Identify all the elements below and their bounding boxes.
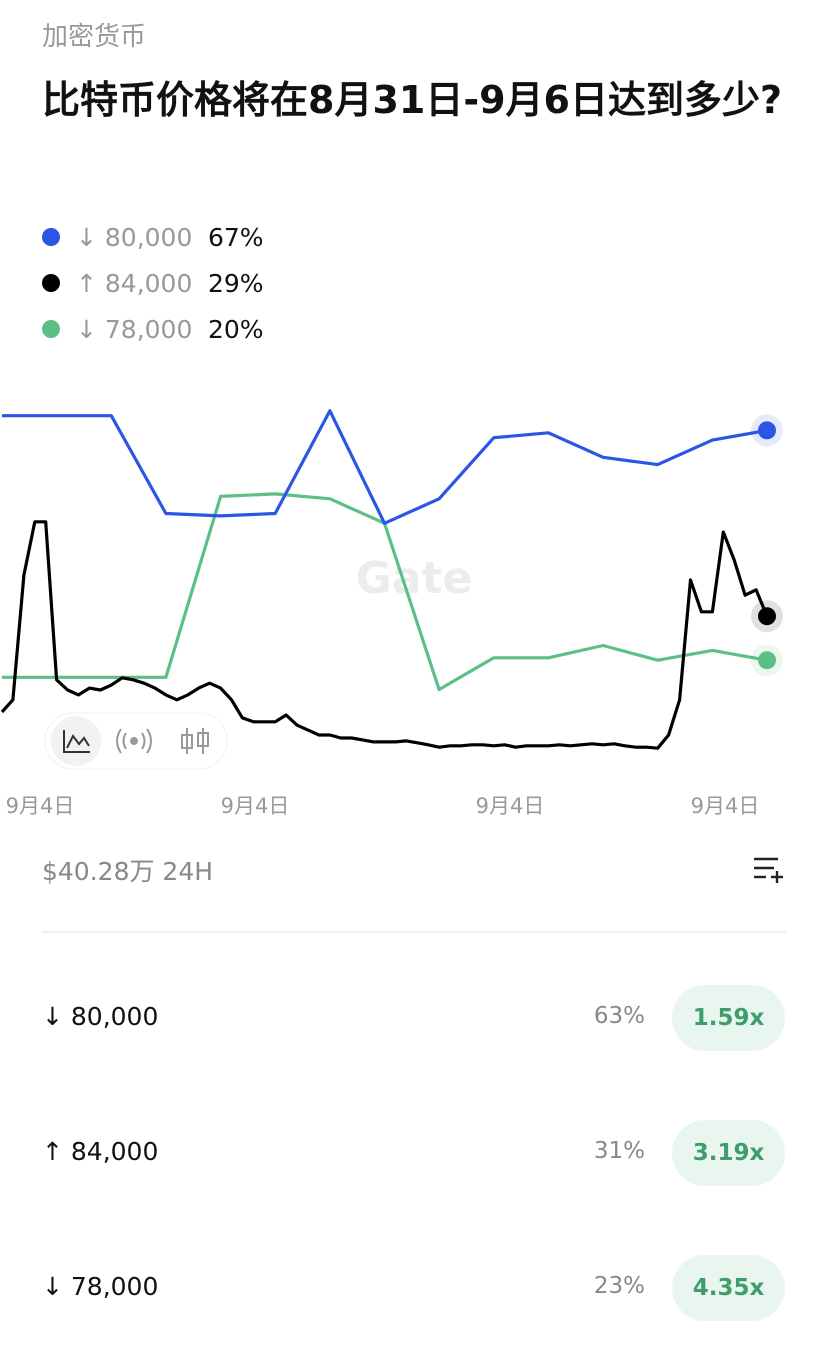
candle-mode-icon[interactable] <box>181 728 209 754</box>
outcome-chance: 31% <box>593 1138 645 1164</box>
line-mode-icon[interactable] <box>63 730 90 753</box>
x-tick-label: 9月4日 <box>6 794 75 818</box>
market-title: 比特币价格将在8月31日-9月6日达到多少? <box>42 78 783 122</box>
legend-value: 29% <box>208 269 264 298</box>
end-dot <box>758 651 776 670</box>
outcome-chance: 23% <box>593 1273 645 1299</box>
category: 加密货币 <box>42 22 147 52</box>
end-dot <box>758 607 776 626</box>
legend-name: ↑ 84,000 <box>76 269 192 298</box>
x-tick-label: 9月4日 <box>221 794 290 818</box>
series-line <box>0 520 769 750</box>
outcome-label: ↓ 80,000 <box>42 1002 159 1031</box>
divider <box>42 931 786 933</box>
series-line <box>2 409 768 525</box>
payout-button[interactable]: 4.35x <box>672 1255 785 1321</box>
icon-part <box>181 728 209 754</box>
outcome-label: ↓ 78,000 <box>42 1272 159 1301</box>
icon-part <box>130 737 138 745</box>
chart: Gate ↓ 80,000 67% ↑ 84,000 29% ↓ 78,000 20% 9月4… <box>0 223 783 818</box>
x-tick-label: 9月4日 <box>476 794 545 818</box>
outcome-label: ↑ 84,000 <box>42 1137 159 1166</box>
payout-button[interactable]: 1.59x <box>672 985 785 1051</box>
outcome-chance: 63% <box>593 1003 645 1029</box>
legend-value: 20% <box>208 315 264 344</box>
legend-dot <box>42 274 60 292</box>
legend-dot <box>42 228 60 246</box>
payout-button[interactable]: 3.19x <box>672 1120 785 1186</box>
legend-name: ↓ 78,000 <box>76 315 192 344</box>
volume: $40.28万 24H <box>42 857 214 886</box>
legend-value: 67% <box>208 223 264 252</box>
legend-dot <box>42 320 60 338</box>
watermark: Gate <box>356 553 473 604</box>
live-mode-icon[interactable] <box>116 728 152 754</box>
filter-icon[interactable] <box>752 855 786 883</box>
icon-part <box>116 728 152 754</box>
legend-name: ↓ 80,000 <box>76 223 192 252</box>
end-dot <box>758 421 776 440</box>
chart-toolbar <box>44 712 228 770</box>
x-tick-label: 9月4日 <box>691 794 760 818</box>
